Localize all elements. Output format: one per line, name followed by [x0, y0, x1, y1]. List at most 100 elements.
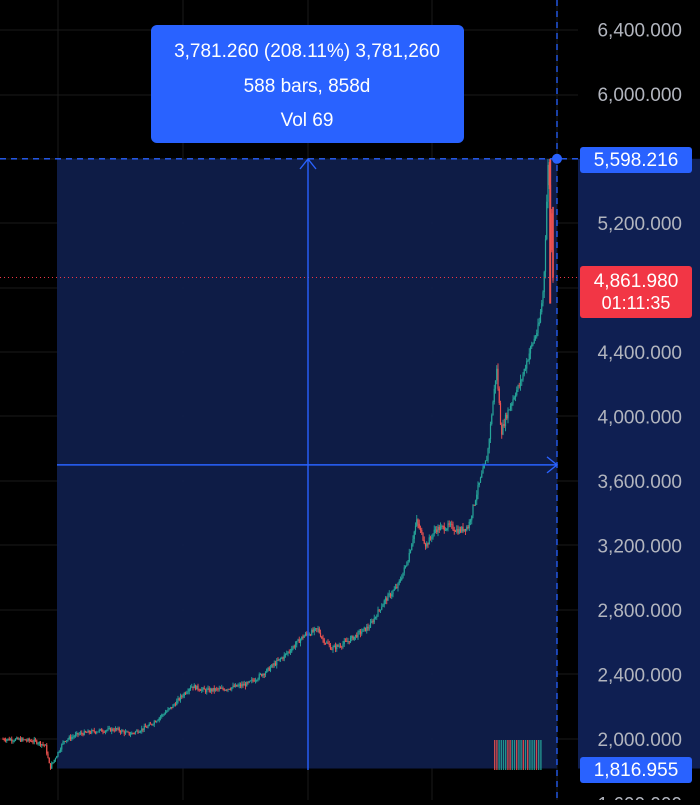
candle-body — [76, 732, 78, 735]
candle-body — [277, 660, 279, 662]
axis-range-highlight — [578, 158, 700, 769]
candle-body — [323, 639, 325, 644]
candle-body — [401, 577, 403, 580]
candle-body — [316, 628, 318, 630]
candle-body — [109, 728, 112, 732]
candle-body — [372, 621, 374, 623]
candle-body — [263, 673, 265, 675]
candle-body — [268, 667, 270, 671]
candle-body — [333, 645, 335, 648]
candle-body — [236, 684, 238, 687]
candle-body — [364, 627, 367, 632]
candle-body — [43, 744, 45, 746]
candle-body — [511, 403, 513, 406]
candle-body — [439, 526, 442, 531]
candle-body — [429, 537, 432, 539]
candle-body — [39, 741, 42, 746]
candle-body — [542, 292, 544, 304]
candle-body — [472, 504, 474, 516]
candle-body — [217, 688, 219, 690]
candle-body — [489, 423, 492, 440]
candle-body — [538, 322, 540, 325]
candle-body — [16, 737, 18, 739]
candle-body — [186, 692, 188, 694]
candle-body — [397, 583, 399, 588]
candle-body — [541, 303, 543, 313]
volume-bar — [511, 740, 513, 770]
candle-body — [362, 628, 364, 632]
candle-body — [102, 731, 104, 733]
volume-bar — [535, 740, 538, 770]
candle-body — [208, 688, 210, 692]
price-axis-tick: 2,800.000 — [597, 601, 682, 622]
candle-body — [187, 691, 189, 693]
candle-body — [257, 678, 259, 681]
candle-body — [374, 616, 377, 619]
candle-body — [539, 312, 542, 323]
candle-body — [488, 439, 490, 449]
candle-body — [281, 657, 283, 659]
candle-body — [261, 673, 263, 677]
candle-body — [77, 732, 79, 735]
measure-up-arrow — [299, 157, 317, 170]
volume-bar — [529, 740, 531, 770]
candle-body — [507, 410, 509, 419]
candle-body — [157, 720, 159, 721]
candle-body — [402, 572, 404, 578]
candle-body — [183, 692, 185, 697]
candle-body — [407, 561, 409, 565]
candle-body — [388, 593, 390, 595]
candle-body — [313, 628, 315, 632]
candle-body — [156, 720, 158, 723]
candle-body — [498, 388, 500, 404]
candle-body — [94, 731, 97, 733]
candle-body — [449, 523, 452, 525]
candle-body — [379, 609, 382, 611]
candle-body — [537, 324, 539, 334]
candle-body — [458, 529, 460, 534]
candle-body — [306, 633, 308, 635]
candle-body — [478, 482, 480, 485]
candle-body — [521, 379, 523, 381]
candle-body — [149, 723, 152, 725]
candle-body — [373, 618, 375, 623]
candle-body — [131, 732, 133, 735]
candle-body — [33, 739, 35, 742]
candle-body — [344, 640, 347, 642]
low-price-label-text: 1,816.955 — [594, 760, 679, 781]
candle-body — [231, 687, 233, 690]
candle-body — [242, 684, 244, 686]
candle-body — [531, 344, 533, 347]
measure-range-fill — [57, 158, 557, 769]
candle-body — [434, 529, 437, 531]
volume-bar — [527, 740, 529, 770]
candle-body — [269, 667, 272, 671]
candle-body — [196, 685, 198, 690]
volume-bars — [494, 740, 542, 770]
candle-body — [219, 688, 222, 690]
candle-body — [414, 525, 417, 532]
candle-body — [353, 636, 355, 640]
candle-body — [418, 523, 420, 529]
candle-body — [161, 714, 163, 717]
high-price-label-text: 5,598.216 — [594, 150, 679, 171]
candle-body — [516, 389, 518, 396]
candle-body — [178, 698, 180, 701]
measure-tooltip-line2: 588 bars, 858d — [244, 76, 371, 97]
candle-body — [491, 415, 493, 424]
candle-body — [518, 385, 520, 387]
price-axis-tick: 1,600.000 — [597, 795, 682, 801]
candle-body — [154, 721, 157, 723]
candle-body — [3, 739, 5, 741]
candle-body — [341, 646, 343, 648]
candle-body — [128, 731, 130, 735]
candle-body — [494, 380, 497, 389]
candle-body — [446, 528, 448, 531]
candle-body — [188, 688, 190, 692]
candle-body — [279, 658, 282, 660]
candle-body — [61, 744, 63, 750]
candle-body — [477, 484, 479, 495]
candle-body — [386, 598, 388, 601]
